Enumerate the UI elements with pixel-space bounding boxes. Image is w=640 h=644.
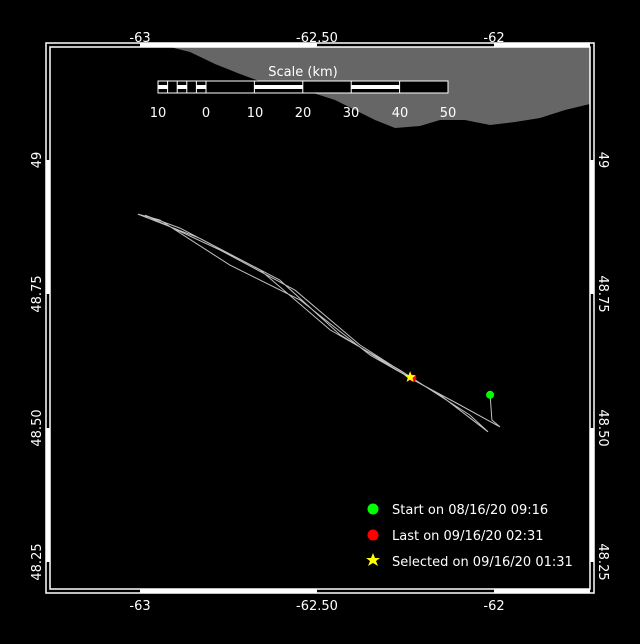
scale-label-4: 30 — [343, 106, 360, 121]
frame-segment — [46, 428, 50, 562]
scale-label-6: 50 — [440, 106, 457, 121]
scale-label-5: 40 — [392, 106, 409, 121]
legend-selected-label: Selected on 09/16/20 01:31 — [392, 555, 573, 570]
scale-segment — [158, 85, 168, 89]
legend: Start on 08/16/20 09:16 Last on 09/16/20… — [366, 503, 573, 570]
frame-segment — [46, 160, 50, 294]
lon-label-top-1: -62.50 — [296, 31, 338, 46]
lon-label-bottom-2: -62 — [483, 599, 504, 614]
frame-segment — [590, 160, 594, 294]
frame-outer — [45, 42, 595, 594]
track-layer — [137, 213, 501, 433]
lat-label-right-3: 48.25 — [595, 543, 610, 580]
lon-label-top-0: -63 — [129, 31, 150, 46]
scale-segment — [254, 85, 303, 89]
scale-label-1: 0 — [202, 106, 210, 121]
scale-label-2: 10 — [247, 106, 264, 121]
lat-label-right-0: 49 — [595, 152, 610, 169]
scale-label-0: 10 — [150, 106, 167, 121]
map-frame — [45, 42, 595, 594]
lat-label-right-1: 48.75 — [595, 275, 610, 312]
selected-marker[interactable] — [404, 371, 416, 382]
frame-inner — [49, 46, 591, 590]
frame-segment — [140, 43, 317, 47]
lat-label-left-2: 48.50 — [30, 409, 45, 446]
frame-segment — [590, 428, 594, 562]
red-dot-icon — [367, 529, 379, 541]
legend-last-label: Last on 09/16/20 02:31 — [392, 529, 544, 544]
start-marker[interactable] — [486, 390, 495, 399]
scale-label-3: 20 — [295, 106, 312, 121]
scale-segment — [351, 85, 400, 89]
lon-label-bottom-0: -63 — [129, 599, 150, 614]
scale-bar-title: Scale (km) — [268, 65, 337, 80]
frame-segment — [140, 589, 317, 593]
lon-label-top-2: -62 — [483, 31, 504, 46]
frame-segment — [494, 43, 590, 47]
lat-label-left-3: 48.25 — [30, 543, 45, 580]
scale-bar: Scale (km) 10 0 10 20 30 40 50 — [150, 65, 457, 121]
scale-segment — [177, 85, 187, 89]
green-dot-icon — [367, 503, 379, 515]
scale-segment — [196, 85, 206, 89]
lat-label-right-2: 48.50 — [595, 409, 610, 446]
legend-start-label: Start on 08/16/20 09:16 — [392, 503, 548, 518]
lat-label-left-0: 49 — [30, 152, 45, 169]
frame-segment — [494, 589, 590, 593]
lon-label-bottom-1: -62.50 — [296, 599, 338, 614]
lat-label-left-1: 48.75 — [30, 275, 45, 312]
yellow-star-icon — [366, 553, 380, 566]
